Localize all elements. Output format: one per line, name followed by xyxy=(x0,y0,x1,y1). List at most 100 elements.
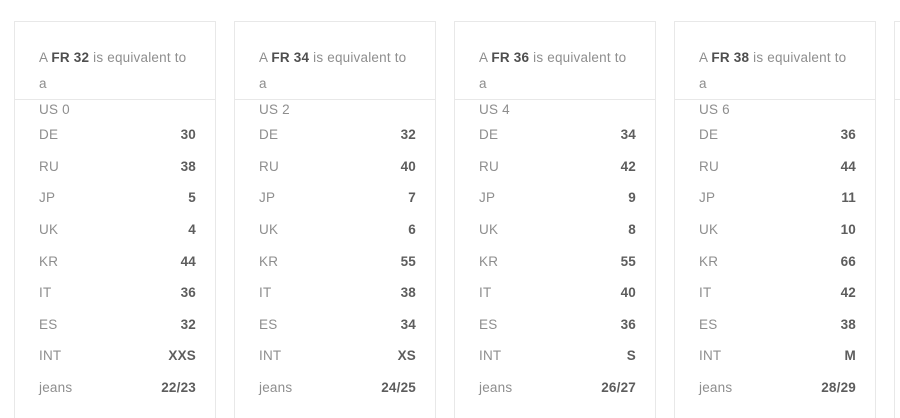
size-value: XXS xyxy=(168,348,196,364)
size-row: JP 7 xyxy=(259,182,416,214)
size-card: A FR 32 is equivalent to a US 0 DE 30 RU 38… xyxy=(14,21,216,418)
region-label: KR xyxy=(39,253,59,269)
size-row: jeans 24/25 xyxy=(259,372,416,404)
size-row: ES 38 xyxy=(699,309,856,341)
card-table: DE 30 RU 38 JP 5 UK 4 KR 44 IT 36 ES 32 INT XXS jeans 22/… xyxy=(15,100,215,403)
size-row: jeans 26/27 xyxy=(479,372,636,404)
size-row: IT 38 xyxy=(259,277,416,309)
size-value: 7 xyxy=(408,190,416,206)
size-row: INT XXS xyxy=(39,340,196,372)
header-us-size: US 2 xyxy=(259,102,290,117)
size-row: KR 66 xyxy=(699,245,856,277)
size-row: INT XS xyxy=(259,340,416,372)
card-table: DE 32 RU 40 JP 7 UK 6 KR 55 IT 38 ES 34 INT XS jeans 24/2… xyxy=(235,100,435,403)
size-row: ES 32 xyxy=(39,309,196,341)
region-label: ES xyxy=(699,316,718,332)
card-table xyxy=(895,100,900,119)
region-label: DE xyxy=(39,127,59,143)
header-middle-text: is equivalent to a xyxy=(259,50,407,91)
card-header: A FR 36 is equivalent to a US 4 xyxy=(455,22,655,117)
region-label: JP xyxy=(699,190,716,206)
region-label: INT xyxy=(479,348,502,364)
region-label: ES xyxy=(39,316,58,332)
size-row: RU 40 xyxy=(259,151,416,183)
size-value: 6 xyxy=(408,222,416,238)
size-row: IT 36 xyxy=(39,277,196,309)
size-value: 11 xyxy=(841,190,856,206)
region-label: DE xyxy=(259,127,279,143)
size-row: DE 36 xyxy=(699,119,856,151)
header-prefix: A xyxy=(39,50,52,65)
size-value: M xyxy=(844,348,856,364)
size-row: jeans 22/23 xyxy=(39,372,196,404)
region-label: IT xyxy=(479,285,492,301)
size-card: A FR 38 is equivalent to a US 6 DE 36 RU 44… xyxy=(674,21,876,418)
size-row: JP 5 xyxy=(39,182,196,214)
size-value: 22/23 xyxy=(161,380,196,396)
region-label: IT xyxy=(259,285,272,301)
region-label: INT xyxy=(259,348,282,364)
size-row: IT 40 xyxy=(479,277,636,309)
size-value: 55 xyxy=(400,253,416,269)
region-label: UK xyxy=(699,222,719,238)
region-label: RU xyxy=(699,158,719,174)
size-row: UK 8 xyxy=(479,214,636,246)
size-row: KR 55 xyxy=(259,245,416,277)
size-value: 30 xyxy=(180,127,196,143)
size-value: 32 xyxy=(180,316,196,332)
region-label: jeans xyxy=(39,380,73,396)
region-label: ES xyxy=(479,316,498,332)
region-label: KR xyxy=(259,253,279,269)
size-value: 42 xyxy=(840,285,856,301)
region-label: jeans xyxy=(259,380,293,396)
size-value: 66 xyxy=(840,253,856,269)
size-row: JP 11 xyxy=(699,182,856,214)
size-row: INT M xyxy=(699,340,856,372)
region-label: jeans xyxy=(479,380,513,396)
header-fr-size: FR 36 xyxy=(491,50,530,65)
size-value: 36 xyxy=(180,285,196,301)
card-header: A FR 32 is equivalent to a US 0 xyxy=(15,22,215,117)
header-fr-size: FR 38 xyxy=(711,50,750,65)
region-label: IT xyxy=(699,285,712,301)
size-value: 40 xyxy=(620,285,636,301)
region-label: UK xyxy=(259,222,279,238)
region-label: JP xyxy=(479,190,496,206)
size-value: 55 xyxy=(620,253,636,269)
region-label: UK xyxy=(479,222,499,238)
size-value: 44 xyxy=(840,158,856,174)
size-value: 5 xyxy=(188,190,196,206)
region-label: DE xyxy=(699,127,719,143)
size-row: UK 10 xyxy=(699,214,856,246)
size-value: 4 xyxy=(188,222,196,238)
size-row: IT 42 xyxy=(699,277,856,309)
size-row: KR 44 xyxy=(39,245,196,277)
size-row: RU 44 xyxy=(699,151,856,183)
header-fr-size: FR 32 xyxy=(51,50,90,65)
region-label: DE xyxy=(479,127,499,143)
header-us-size: US 6 xyxy=(699,102,730,117)
region-label: RU xyxy=(39,158,59,174)
region-label: JP xyxy=(259,190,276,206)
size-row: JP 9 xyxy=(479,182,636,214)
size-value: 40 xyxy=(400,158,416,174)
region-label: KR xyxy=(699,253,719,269)
header-us-size: US 0 xyxy=(39,102,70,117)
size-value: 42 xyxy=(620,158,636,174)
size-row: UK 6 xyxy=(259,214,416,246)
size-value: 9 xyxy=(628,190,636,206)
size-value: 34 xyxy=(620,127,636,143)
size-card: A FR 34 is equivalent to a US 2 DE 32 RU 40… xyxy=(234,21,436,418)
size-value: 28/29 xyxy=(821,380,856,396)
size-value: 10 xyxy=(840,222,856,238)
header-fr-size: FR 34 xyxy=(271,50,310,65)
size-value: XS xyxy=(397,348,416,364)
size-value: 36 xyxy=(620,316,636,332)
size-row: DE 30 xyxy=(39,119,196,151)
region-label: UK xyxy=(39,222,59,238)
region-label: JP xyxy=(39,190,56,206)
header-prefix: A xyxy=(699,50,712,65)
size-value: 38 xyxy=(400,285,416,301)
size-row: DE 34 xyxy=(479,119,636,151)
